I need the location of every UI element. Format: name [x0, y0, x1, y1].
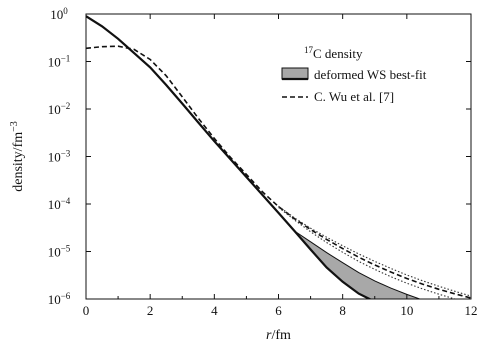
y-tick-label: 10−3: [48, 149, 71, 165]
x-tick-label: 0: [83, 303, 90, 318]
legend: 17C density deformed WS best-fit C. Wu e…: [281, 45, 427, 104]
legend-label-dashed: C. Wu et al. [7]: [314, 89, 394, 104]
series-band-lower-line: [86, 15, 373, 299]
curve-layer: [86, 15, 471, 299]
legend-label-band: deformed WS best-fit: [314, 67, 427, 82]
x-tick-label: 8: [339, 303, 346, 318]
series-dashed-line: [86, 45, 471, 299]
tick-layer: 0 2 4 6 8 10 12 100 10−1 10−2 10−3 10−4 10−5 10−6: [48, 6, 478, 318]
y-axis-title-main: density/fm: [11, 132, 26, 192]
legend-title: 17C density: [304, 45, 363, 61]
y-axis-title-exponent: −3: [9, 121, 20, 132]
y-tick-label: 100: [50, 6, 68, 22]
y-axis-title: density/fm−3: [9, 121, 27, 192]
series-dotted-line-3: [278, 205, 471, 297]
x-axis-title-unit: /fm: [272, 328, 292, 343]
y-tick-label: 10−2: [48, 101, 71, 117]
x-tick-label: 6: [275, 303, 282, 318]
x-tick-label: 10: [400, 303, 413, 318]
x-tick-label: 2: [147, 303, 154, 318]
legend-title-label: C density: [313, 46, 363, 61]
y-tick-label: 10−1: [48, 54, 71, 70]
plot-frame: [85, 13, 472, 300]
y-tick-label: 10−6: [48, 291, 71, 307]
x-tick-label: 12: [465, 303, 478, 318]
legend-title-mass-number: 17: [304, 45, 314, 55]
x-axis-title: r/fm: [266, 328, 291, 343]
x-axis-title-symbol: r: [266, 328, 272, 343]
legend-swatch-band: [281, 67, 309, 80]
y-tick-label: 10−4: [48, 196, 71, 212]
y-tick-label: 10−5: [48, 244, 71, 260]
x-tick-label: 4: [211, 303, 218, 318]
